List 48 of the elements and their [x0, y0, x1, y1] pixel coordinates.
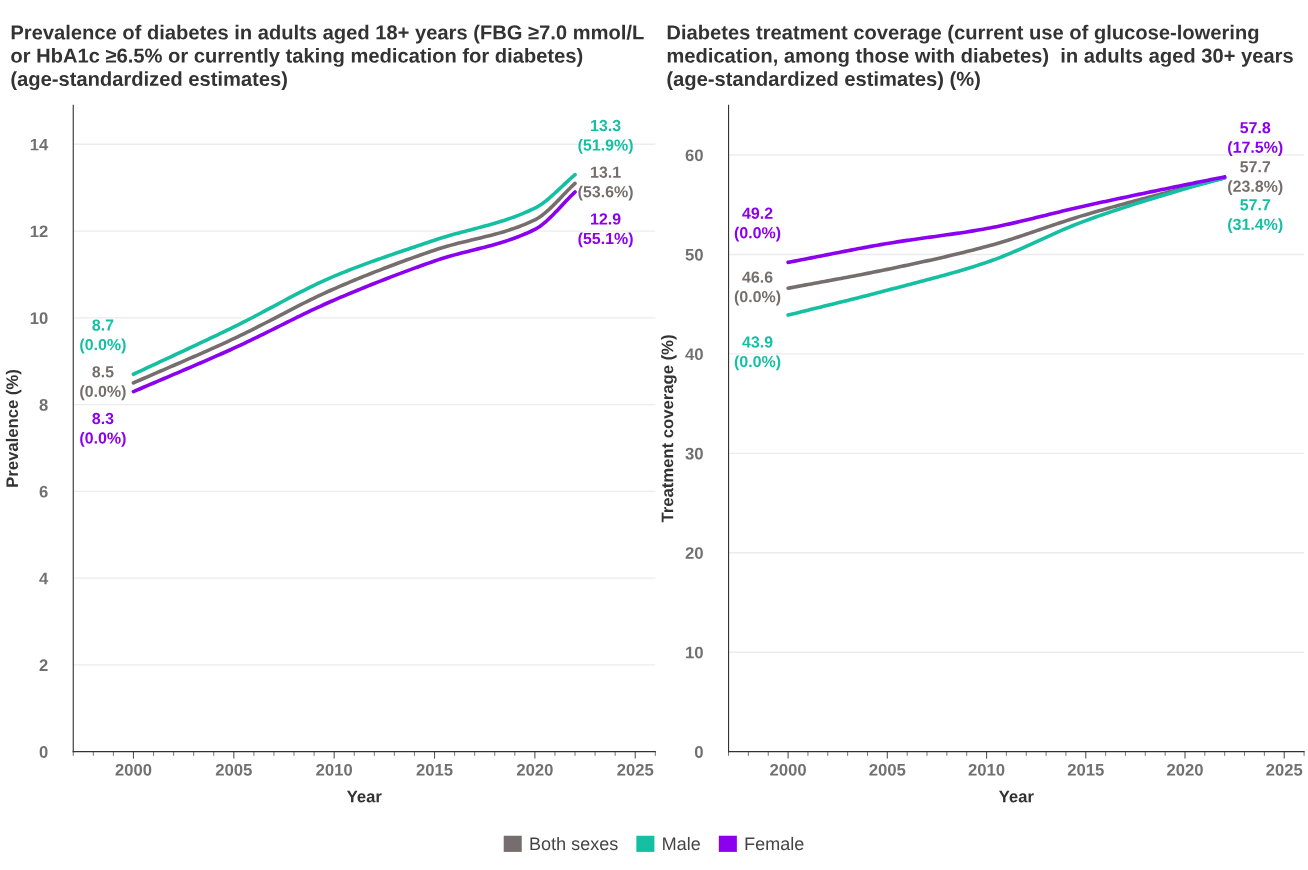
x-tick-label: 2005 — [869, 763, 906, 776]
x-tick-label: 2025 — [617, 763, 654, 776]
x-tick-label: 2000 — [770, 763, 806, 776]
y-tick-label: 20 — [685, 547, 703, 559]
data-label: 8.3 (0.0%) — [80, 412, 126, 447]
y-tick-label: 12 — [30, 225, 48, 238]
y-tick-label: 6 — [39, 485, 48, 498]
y-tick-label: 10 — [30, 312, 48, 325]
data-label: 46.6 (0.0%) — [734, 271, 781, 306]
x-axis-title: Year — [998, 790, 1034, 803]
y-tick-label: 4 — [39, 572, 49, 585]
data-label: 49.2 (0.0%) — [734, 207, 781, 242]
y-tick-label: 10 — [686, 646, 703, 659]
y-tick-label: 2 — [39, 659, 48, 671]
y-tick-label: 8 — [39, 399, 48, 411]
y-tick-label: 50 — [685, 248, 703, 261]
y-tick-label: 40 — [685, 348, 703, 361]
y-tick-label: 0 — [694, 746, 703, 758]
x-tick-label: 2000 — [115, 763, 152, 776]
x-axis-title: Year — [346, 790, 382, 803]
legend-label: Male — [663, 836, 700, 851]
data-label: 13.1 (53.6%) — [578, 166, 633, 201]
data-label: 57.7 (23.8%) — [1228, 161, 1283, 196]
y-axis-title: Prevalence (%) — [5, 370, 22, 487]
y-tick-label: 14 — [30, 138, 49, 151]
data-label: 43.9 (0.0%) — [734, 336, 781, 371]
x-tick-label: 2010 — [316, 763, 353, 776]
y-tick-label: 0 — [39, 746, 48, 758]
x-tick-label: 2015 — [416, 763, 453, 776]
data-label: 12.9 (55.1%) — [578, 213, 633, 248]
data-label: 13.3 (51.9%) — [578, 119, 633, 154]
chart-title: Prevalence of diabetes in adults aged 18+ years (FBG ≥7.0 mmol/L or HbA1c ≥6.5% or currently taking medication for diabetes) (age-standardized estimates) — [11, 24, 644, 91]
x-tick-label: 2020 — [516, 763, 553, 776]
y-tick-label: 60 — [685, 149, 703, 162]
data-label: 8.5 (0.0%) — [80, 366, 126, 401]
legend-label: Both sexes — [530, 836, 618, 851]
x-tick-label: 2020 — [1167, 763, 1203, 776]
legend-label: Female — [745, 836, 804, 851]
y-tick-label: 30 — [685, 447, 703, 460]
data-label: 8.7 (0.0%) — [80, 319, 126, 354]
x-tick-label: 2010 — [968, 763, 1005, 776]
x-tick-label: 2025 — [1266, 763, 1303, 776]
chart-title: Diabetes treatment coverage (current use of glucose-lowering medication, among those with diabetes) in adults aged 30+ years (age-standardized estimates) (%) — [667, 24, 1293, 91]
x-tick-label: 2005 — [215, 763, 252, 776]
data-label: 57.8 (17.5%) — [1228, 122, 1283, 157]
data-label: 57.7 (31.4%) — [1228, 199, 1283, 234]
x-tick-label: 2015 — [1067, 763, 1104, 776]
y-axis-title: Treatment coverage (%) — [661, 335, 677, 523]
